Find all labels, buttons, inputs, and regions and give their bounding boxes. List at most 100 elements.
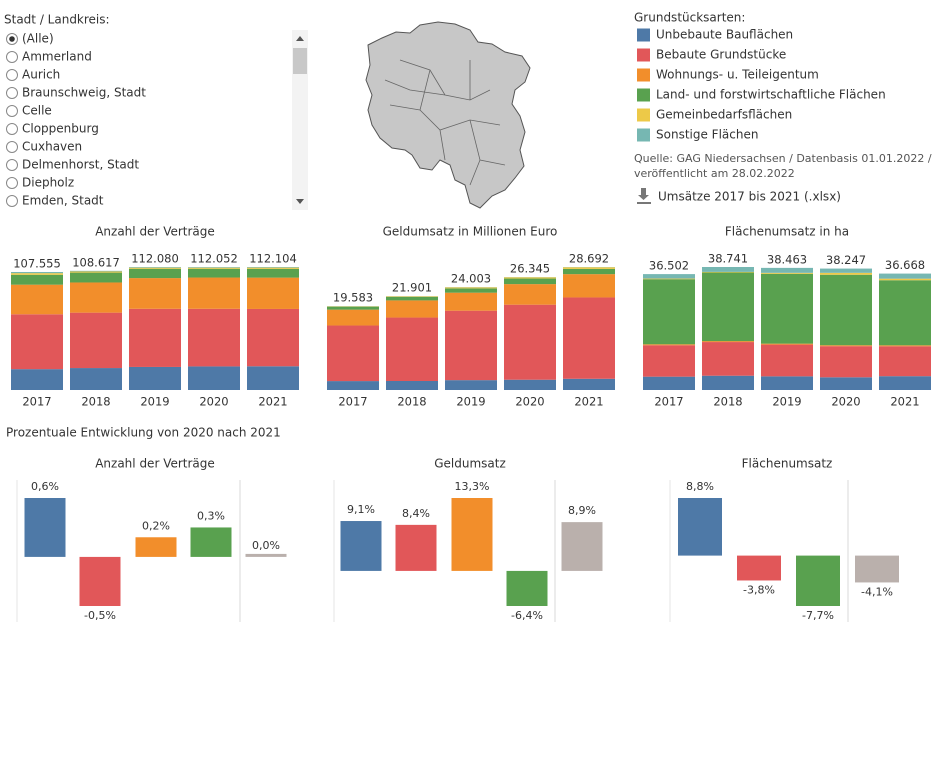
scrollbar[interactable] [292,30,308,210]
value-label: -3,8% [743,583,775,596]
filter-option[interactable]: Cloppenburg [22,122,99,136]
x-tick-label: 2018 [713,395,742,409]
filter-option[interactable]: Braunschweig, Stadt [22,86,146,100]
radio[interactable] [6,141,18,153]
bar-segment [11,284,63,315]
bar [796,555,840,606]
filter-option[interactable]: (Alle) [22,32,54,46]
download-link[interactable]: Umsätze 2017 bis 2021 (.xlsx) [658,190,841,204]
total-label: 107.555 [13,256,61,270]
bar [24,498,66,557]
bar-segment [879,376,931,390]
bar-segment [129,278,181,309]
radio-dot [9,36,15,42]
bar-segment [445,292,497,311]
legend-label: Sonstige Flächen [656,128,758,142]
bar-segment [504,277,556,279]
total-label: 38.463 [767,252,807,266]
x-tick-label: 2017 [654,395,683,409]
bar-segment [643,274,695,279]
download-icon[interactable] [637,188,651,204]
bar-segment [327,325,379,382]
bar-segment [327,306,379,310]
legend-label: Unbebaute Bauflächen [656,28,793,42]
bar-segment [820,345,872,347]
bar-segment [879,278,931,281]
bar [190,527,232,557]
bar-segment [445,380,497,390]
bar-segment [11,271,63,274]
bar-segment [820,346,872,378]
bar-segment [643,376,695,390]
bar-segment [386,296,438,301]
filter-option[interactable]: Emden, Stadt [22,194,104,208]
bar-segment [70,368,122,390]
bar-segment [563,267,615,269]
bar [678,498,722,556]
map[interactable] [365,21,531,209]
radio[interactable] [6,195,18,207]
source: veröffentlicht am 28.02.2022 [634,167,795,180]
total-label: 28.692 [569,252,609,266]
bar [395,524,437,571]
bar-segment [820,272,872,275]
bar-segment [761,343,813,345]
radio[interactable] [6,69,18,81]
value-label: -4,1% [861,585,893,598]
filter-option[interactable]: Cuxhaven [22,140,82,154]
total-label: 112.104 [249,252,297,266]
bar-segment [761,376,813,390]
legend-swatch [637,128,650,142]
bar-segment [643,344,695,346]
bar-segment [70,282,122,313]
radio[interactable] [6,159,18,171]
total-label: 112.052 [190,252,238,266]
x-tick-label: 2018 [397,395,426,409]
filter-option[interactable]: Ammerland [22,50,92,64]
total-label: 36.502 [649,259,689,273]
radio[interactable] [6,87,18,99]
filter-option[interactable]: Aurich [22,68,60,82]
x-tick-label: 2017 [338,395,367,409]
bar-segment [702,375,754,390]
bar-segment [761,273,813,344]
filter-option[interactable]: Diepholz [22,176,74,190]
bar-segment [129,267,181,268]
filter-title: Stadt / Landkreis: [4,13,110,27]
scroll-thumb[interactable] [293,48,307,74]
value-label: -6,4% [511,609,543,622]
filter-option[interactable]: Celle [22,104,52,118]
filter-option[interactable]: Delmenhorst, Stadt [22,158,139,172]
bar-segment [879,273,931,279]
legend-swatch [637,28,650,42]
bar-segment [445,310,497,381]
x-tick-label: 2017 [22,395,51,409]
map-borders [384,59,506,186]
bar-segment [563,297,615,379]
bar-segment [70,271,122,273]
bar-segment [702,267,754,272]
chart-title: Anzahl der Verträge [95,457,215,471]
legend-title: Grundstücksarten: [634,11,745,25]
total-label: 38.741 [708,252,748,266]
radio[interactable] [6,105,18,117]
bar-segment [879,346,931,377]
legend-swatch [637,68,650,82]
value-label: 8,4% [402,507,430,520]
radio[interactable] [6,51,18,63]
bar-segment [761,344,813,377]
radio[interactable] [6,123,18,135]
bar-segment [188,268,240,278]
x-tick-label: 2019 [140,395,169,409]
bar [737,555,781,581]
chart-title: Anzahl der Verträge [95,225,215,239]
bar-segment [247,267,299,269]
bar-segment [129,366,181,390]
section-title: Prozentuale Entwicklung von 2020 nach 20… [6,426,281,440]
bar-segment [563,268,615,275]
radio[interactable] [6,177,18,189]
x-tick-label: 2021 [574,395,603,409]
value-label: 0,3% [197,509,225,522]
value-label: 8,9% [568,504,596,517]
